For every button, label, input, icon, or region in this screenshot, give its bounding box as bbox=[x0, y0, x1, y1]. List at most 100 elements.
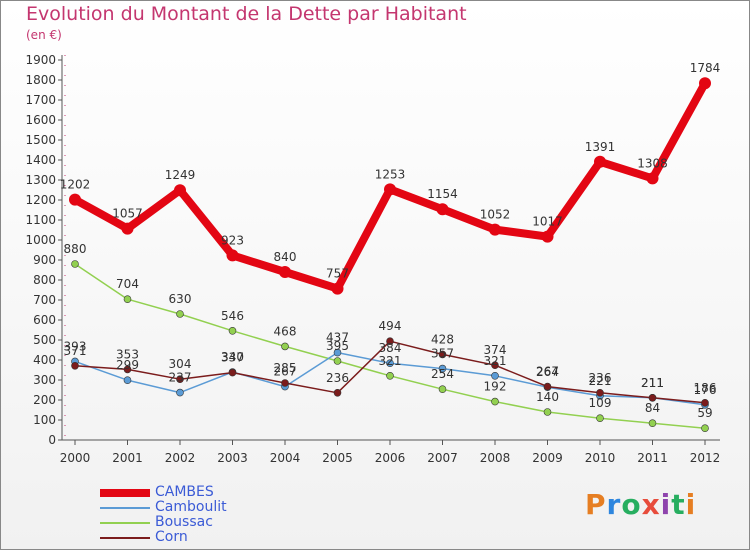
data-label: 321 bbox=[484, 354, 507, 368]
data-point bbox=[386, 371, 394, 380]
data-point bbox=[176, 388, 184, 397]
data-point bbox=[491, 371, 499, 380]
data-label: 1253 bbox=[375, 167, 406, 181]
logo-letter: r bbox=[606, 488, 622, 521]
x-tick-label: 2002 bbox=[165, 451, 196, 465]
data-label: 1784 bbox=[690, 61, 721, 75]
logo-letter: i bbox=[660, 488, 672, 521]
data-label: 1154 bbox=[427, 187, 458, 201]
data-point bbox=[333, 348, 342, 357]
data-label: 140 bbox=[536, 390, 559, 404]
x-tick-label: 2012 bbox=[690, 451, 721, 465]
data-label: 267 bbox=[536, 365, 559, 379]
data-label: 353 bbox=[116, 347, 139, 361]
data-label: 1308 bbox=[637, 156, 668, 170]
data-point bbox=[541, 230, 554, 243]
data-point bbox=[648, 393, 657, 402]
data-label: 337 bbox=[221, 351, 244, 365]
data-label: 374 bbox=[484, 343, 507, 357]
y-tick-label: 700 bbox=[33, 293, 56, 307]
proxiti-logo: Proxiti bbox=[585, 488, 696, 521]
data-label: 428 bbox=[431, 332, 454, 346]
data-label: 285 bbox=[274, 361, 297, 375]
data-point bbox=[281, 342, 289, 351]
data-point bbox=[228, 326, 237, 335]
y-tick-label: 900 bbox=[33, 253, 56, 267]
x-tick-label: 2004 bbox=[270, 451, 301, 465]
data-label: 84 bbox=[645, 401, 660, 415]
data-label: 109 bbox=[589, 396, 612, 410]
data-point bbox=[701, 398, 709, 407]
data-label: 371 bbox=[64, 344, 87, 358]
data-point bbox=[543, 382, 552, 391]
data-label: 321 bbox=[379, 354, 402, 368]
data-point bbox=[701, 424, 709, 433]
y-tick-label: 500 bbox=[33, 333, 56, 347]
x-tick-label: 2009 bbox=[532, 451, 563, 465]
data-point bbox=[594, 155, 606, 168]
data-label: 192 bbox=[484, 380, 507, 394]
y-tick-label: 600 bbox=[33, 313, 56, 327]
y-tick-label: 200 bbox=[33, 393, 56, 407]
data-label: 1249 bbox=[165, 168, 196, 182]
data-label: 923 bbox=[221, 233, 244, 247]
data-point bbox=[226, 249, 239, 262]
data-label: 299 bbox=[116, 358, 139, 372]
data-label: 267 bbox=[274, 365, 297, 379]
data-point bbox=[543, 408, 552, 416]
data-label: 264 bbox=[536, 365, 559, 379]
y-tick-label: 1700 bbox=[25, 93, 56, 107]
x-tick-label: 2000 bbox=[60, 451, 91, 465]
data-point bbox=[596, 414, 604, 423]
data-label: 176 bbox=[694, 383, 717, 397]
logo-letter: x bbox=[641, 488, 661, 521]
legend-label: Boussac bbox=[155, 514, 213, 530]
y-tick-label: 300 bbox=[33, 373, 56, 387]
data-point bbox=[648, 419, 657, 428]
data-point bbox=[228, 368, 237, 377]
data-label: 494 bbox=[379, 319, 402, 333]
data-label: 546 bbox=[221, 309, 244, 323]
y-tick-label: 0 bbox=[48, 433, 56, 447]
data-point bbox=[331, 282, 344, 295]
legend-label: Corn bbox=[155, 529, 188, 545]
data-point bbox=[123, 376, 132, 385]
data-point bbox=[176, 310, 184, 318]
y-tick-label: 1100 bbox=[25, 213, 56, 227]
y-tick-label: 1800 bbox=[25, 73, 56, 87]
data-point bbox=[646, 172, 659, 185]
data-label: 1017 bbox=[532, 215, 563, 229]
y-tick-label: 1600 bbox=[25, 113, 56, 127]
data-label: 840 bbox=[274, 250, 297, 264]
x-tick-label: 2006 bbox=[375, 451, 406, 465]
data-label: 395 bbox=[326, 339, 349, 353]
data-point bbox=[386, 359, 394, 368]
y-tick-label: 1300 bbox=[25, 173, 56, 187]
data-point bbox=[71, 361, 79, 370]
data-label: 757 bbox=[326, 267, 349, 281]
legend-label: CAMBES bbox=[155, 484, 214, 500]
data-label: 468 bbox=[274, 324, 297, 338]
data-label: 237 bbox=[169, 371, 192, 385]
data-point bbox=[384, 183, 396, 196]
data-point bbox=[491, 361, 499, 370]
legend-label: Camboulit bbox=[155, 499, 227, 515]
data-point bbox=[438, 385, 447, 394]
data-label: 211 bbox=[641, 376, 664, 390]
data-label: 880 bbox=[64, 242, 87, 256]
chart-subtitle: (en €) bbox=[26, 28, 62, 42]
data-point bbox=[438, 350, 447, 359]
chart-title: Evolution du Montant de la Dette par Hab… bbox=[26, 3, 467, 25]
data-label: 630 bbox=[169, 292, 192, 306]
data-point bbox=[121, 222, 134, 235]
data-point bbox=[386, 337, 394, 346]
y-tick-label: 1000 bbox=[25, 233, 56, 247]
logo-letter: t bbox=[671, 488, 686, 521]
data-label: 304 bbox=[169, 357, 192, 371]
y-tick-label: 1500 bbox=[25, 133, 56, 147]
logo-letter: o bbox=[621, 488, 642, 521]
data-point bbox=[174, 184, 186, 197]
data-point bbox=[596, 388, 604, 397]
